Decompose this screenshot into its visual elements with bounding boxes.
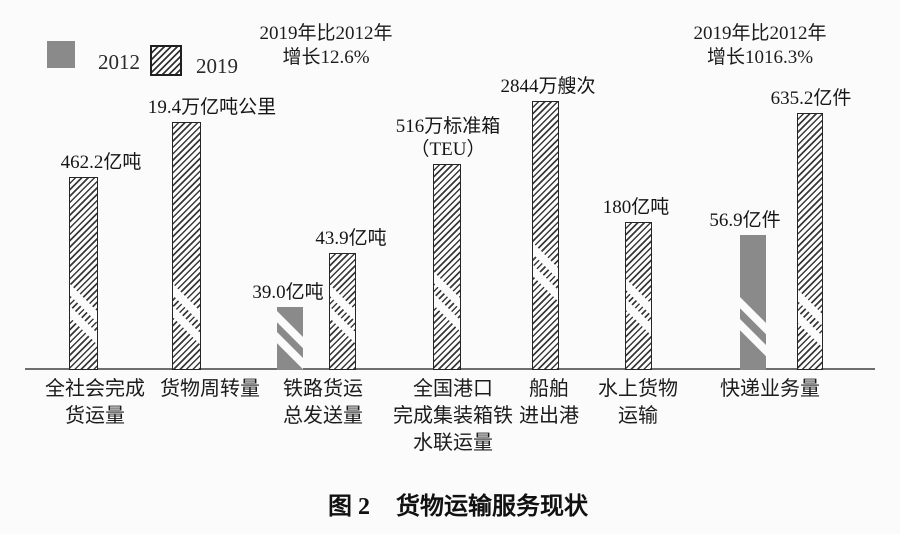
x-axis-category-label: 船舶 进出港 bbox=[519, 378, 579, 427]
bar-value-label: 39.0亿吨 bbox=[252, 282, 324, 303]
bar-value-label: 516万标准箱 （TEU） bbox=[395, 116, 501, 160]
figure-caption-number: 图 2 bbox=[328, 494, 370, 520]
bar-2012-group-6 bbox=[740, 235, 766, 370]
legend-swatch-2019-hatched bbox=[150, 45, 182, 76]
bar-value-label: 56.9亿件 bbox=[709, 210, 781, 231]
bar-2019-group-2 bbox=[329, 253, 356, 370]
growth-annotation-express: 2019年比2012年 增长1016.3% bbox=[693, 22, 826, 70]
x-axis-category-label: 全国港口 完成集装箱铁 水联运量 bbox=[393, 378, 513, 454]
bar-value-label: 43.9亿吨 bbox=[315, 228, 387, 249]
bar-value-label: 180亿吨 bbox=[602, 197, 670, 218]
bar-value-label: 635.2亿件 bbox=[770, 88, 852, 109]
growth-annotation-express-line1: 2019年比2012年 bbox=[693, 23, 827, 44]
bar-2019-group-1 bbox=[172, 122, 201, 370]
figure-caption-title: 货物运输服务现状 bbox=[396, 494, 588, 520]
x-axis-category-label: 货物周转量 bbox=[160, 378, 260, 400]
bar-2019-group-4 bbox=[532, 101, 559, 370]
growth-annotation-rail-line2: 增长12.6% bbox=[282, 47, 370, 68]
growth-annotation-rail: 2019年比2012年 增长12.6% bbox=[259, 22, 392, 70]
bar-2019-group-6 bbox=[797, 113, 823, 370]
bar-value-label: 462.2亿吨 bbox=[60, 152, 142, 173]
legend-label-2012: 2012 bbox=[98, 50, 140, 74]
bar-value-label: 2844万艘次 bbox=[500, 76, 596, 97]
bar-2019-group-0 bbox=[69, 177, 98, 370]
growth-annotation-express-line2: 增长1016.3% bbox=[706, 47, 814, 68]
x-axis-category-label: 全社会完成 货运量 bbox=[45, 378, 145, 427]
growth-annotation-rail-line1: 2019年比2012年 bbox=[259, 23, 393, 44]
x-axis-category-label: 快递业务量 bbox=[720, 378, 820, 400]
x-axis-category-label: 铁路货运 总发送量 bbox=[283, 378, 363, 427]
bar-2012-group-2 bbox=[277, 307, 303, 370]
bar-2019-group-3 bbox=[433, 164, 461, 370]
legend-label-2019: 2019 bbox=[196, 54, 238, 78]
x-axis-category-label: 水上货物 运输 bbox=[598, 378, 678, 427]
figure-caption: 图 2 货物运输服务现状 bbox=[328, 486, 588, 521]
legend-swatch-2012-solid bbox=[47, 41, 75, 68]
bar-2019-group-5 bbox=[625, 222, 652, 370]
bar-value-label: 19.4万亿吨公里 bbox=[147, 97, 277, 118]
